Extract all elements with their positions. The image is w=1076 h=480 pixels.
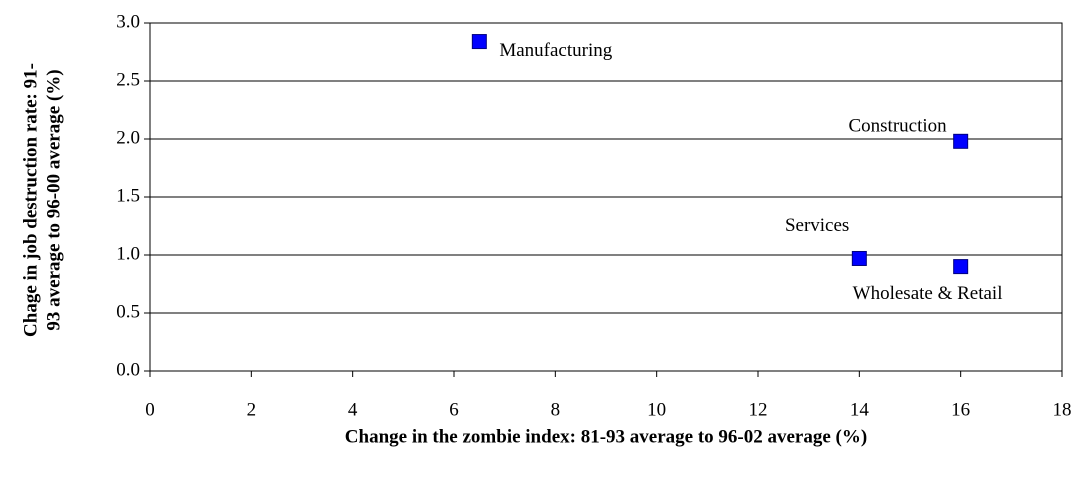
y-tick-label: 0.0 xyxy=(116,359,140,380)
point xyxy=(471,34,487,50)
x-tick-label: 8 xyxy=(551,399,561,420)
x-tick-label: 18 xyxy=(1053,399,1072,420)
y-tick-label: 2.5 xyxy=(116,69,140,90)
x-tick-label: 0 xyxy=(145,399,155,420)
x-tick-label: 10 xyxy=(647,399,666,420)
point xyxy=(953,259,969,275)
y-tick-label: 3.0 xyxy=(116,11,140,32)
y-axis-title: Chage in job destruction rate: 91- xyxy=(20,63,41,337)
point xyxy=(851,250,867,266)
point xyxy=(953,133,969,149)
point-label: Services xyxy=(785,215,849,236)
y-tick-label: 1.5 xyxy=(116,185,140,206)
x-tick-label: 2 xyxy=(247,399,257,420)
x-axis-title: Change in the zombie index: 81-93 averag… xyxy=(345,426,867,447)
x-tick-label: 6 xyxy=(449,399,459,420)
x-tick-label: 14 xyxy=(850,399,870,420)
x-tick-label: 12 xyxy=(749,399,768,420)
plot-frame xyxy=(149,22,1063,372)
point-label: Manufacturing xyxy=(499,40,612,61)
point-label: Wholesate & Retail xyxy=(853,283,1003,304)
y-tick-label: 0.5 xyxy=(116,301,140,322)
x-tick-label: 4 xyxy=(348,399,358,420)
y-tick-label: 1.0 xyxy=(116,243,140,264)
x-tick-label: 16 xyxy=(951,399,970,420)
y-axis-title: 93 average to 96-00 average (%) xyxy=(43,69,64,330)
point-label: Construction xyxy=(848,116,947,137)
y-tick-label: 2.0 xyxy=(116,127,140,148)
